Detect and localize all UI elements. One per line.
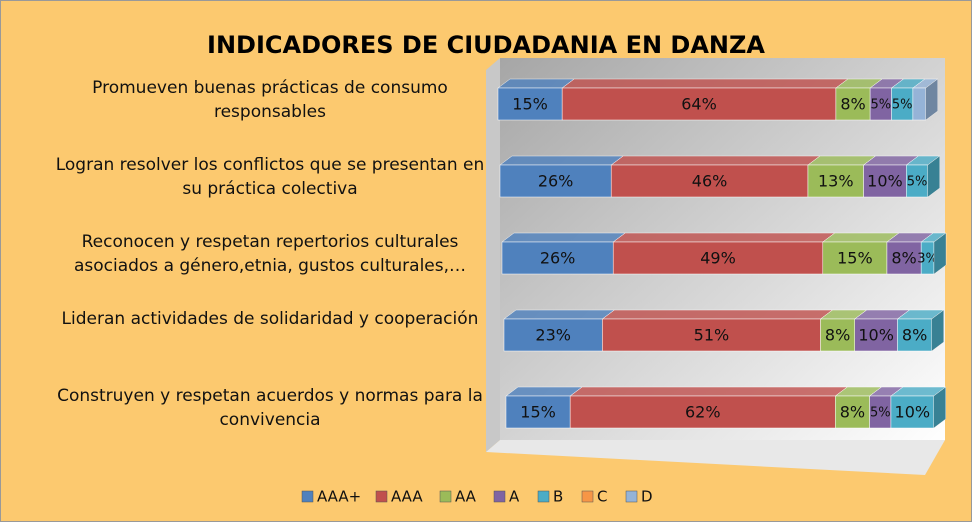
bar: [890, 395, 934, 429]
bar: [835, 87, 871, 121]
data-label: 8%: [902, 326, 927, 345]
category-label: Construyen y respetan acuerdos y normas …: [57, 386, 483, 430]
bar-top: [499, 155, 624, 166]
legend-label: A: [509, 488, 520, 506]
legend-label: AAA: [391, 488, 423, 506]
data-label: 51%: [694, 326, 730, 345]
data-label: 64%: [681, 95, 717, 114]
bar-top: [497, 78, 575, 89]
bar: [602, 318, 821, 352]
bar-side-shade: [925, 79, 938, 120]
bar-top: [501, 232, 626, 243]
legend-swatch: [625, 490, 638, 503]
data-label: 10%: [867, 172, 903, 191]
bar: [569, 395, 836, 429]
legend-label: AA: [455, 488, 477, 506]
data-label: 15%: [520, 403, 556, 422]
bar: [610, 164, 809, 198]
data-label: 62%: [685, 403, 721, 422]
data-label: 26%: [538, 172, 574, 191]
data-label: 5%: [907, 175, 928, 190]
bar-side: [925, 78, 938, 121]
chart-title: INDICADORES DE CIUDADANIA EN DANZA: [207, 31, 765, 59]
bar: [501, 241, 614, 275]
bar-top: [822, 232, 900, 243]
bar: [822, 241, 888, 275]
bar-side-shade: [927, 156, 940, 197]
data-label: 5%: [870, 406, 891, 421]
bar: [503, 318, 603, 352]
bar-side: [933, 232, 947, 275]
bar-top: [561, 78, 849, 89]
category-label: Logran resolver los conflictos que se pr…: [55, 155, 485, 199]
bar: [807, 164, 864, 198]
category-label: Reconocen y respetan repertorios cultura…: [73, 232, 467, 276]
bar: [912, 87, 926, 121]
data-label: 15%: [512, 95, 548, 114]
bar-top: [503, 309, 616, 320]
bar-top: [601, 309, 834, 320]
bar-top: [610, 155, 821, 166]
bar-top: [569, 386, 849, 397]
data-label: 10%: [895, 403, 931, 422]
data-label: 8%: [840, 403, 865, 422]
data-label: 8%: [825, 326, 850, 345]
legend-swatch: [301, 490, 314, 503]
legend-label: AAA+: [317, 488, 361, 506]
bar: [499, 164, 612, 198]
category-label: Lideran actividades de solidaridad y coo…: [61, 309, 479, 329]
bar: [505, 395, 571, 429]
legend-label: C: [597, 488, 607, 506]
legend-label: D: [641, 488, 653, 506]
bar: [561, 87, 837, 121]
category-label: Promueven buenas prácticas de consumo re…: [92, 78, 448, 122]
legend-swatch: [537, 490, 550, 503]
bar-side-shade: [933, 387, 946, 428]
data-label: 46%: [692, 172, 728, 191]
data-label: 13%: [818, 172, 854, 191]
floor: [486, 440, 945, 475]
legend-label: B: [553, 488, 563, 506]
bar: [863, 164, 907, 198]
legend-swatch: [493, 490, 506, 503]
data-label: 5%: [892, 98, 913, 113]
data-label: 10%: [858, 326, 894, 345]
bar: [835, 395, 870, 429]
bar-side-shade: [931, 310, 944, 351]
bar-side: [927, 155, 940, 198]
data-label: 15%: [837, 249, 873, 268]
bar-side-shade: [934, 233, 946, 274]
legend-swatch: [375, 490, 388, 503]
legend-swatch: [439, 490, 452, 503]
bar-side: [931, 309, 944, 352]
side-wall: [486, 58, 500, 452]
bar-top: [612, 232, 836, 243]
data-label: 5%: [870, 98, 891, 113]
bar-top: [505, 386, 583, 397]
data-label: 8%: [891, 249, 916, 268]
bar-side: [933, 386, 946, 429]
data-label: 26%: [540, 249, 576, 268]
bar: [854, 318, 898, 352]
data-label: 23%: [535, 326, 571, 345]
bar: [897, 318, 932, 352]
data-label: 3%: [917, 252, 938, 267]
legend-swatch: [581, 490, 594, 503]
bar: [612, 241, 824, 275]
data-label: 8%: [840, 95, 865, 114]
data-label: 49%: [700, 249, 736, 268]
